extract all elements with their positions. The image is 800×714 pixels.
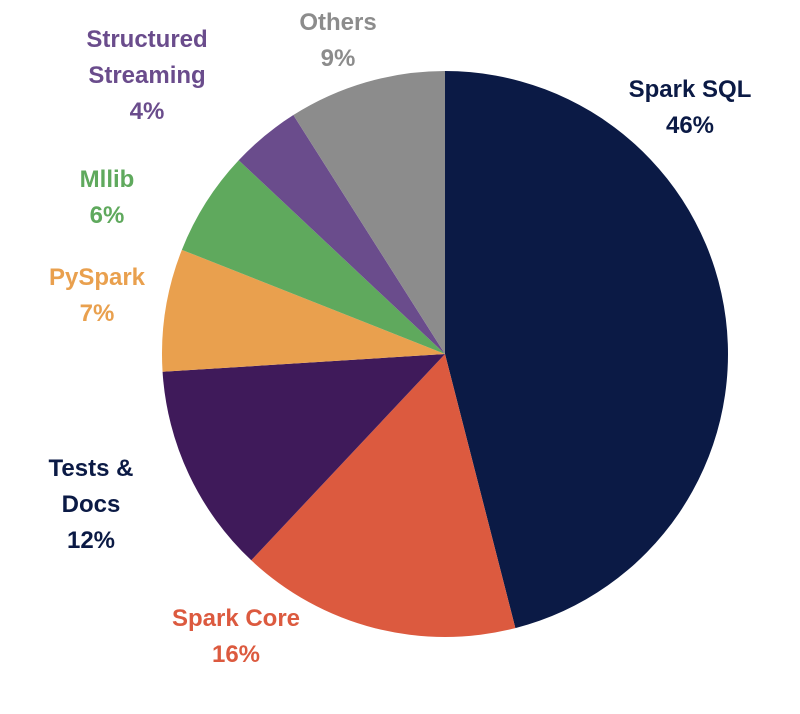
pie-slice-pyspark xyxy=(162,249,446,372)
slice-value-spark-core: 16% xyxy=(212,641,260,668)
pie-slice-others xyxy=(293,71,445,354)
pie-slice-spark-core xyxy=(251,354,516,637)
slice-label-structured-streaming: Structured Streaming 4% xyxy=(86,26,207,125)
pie-slice-mllib xyxy=(181,160,445,354)
slice-label-spark-core: Spark Core 16% xyxy=(172,605,300,668)
slice-value-pyspark: 7% xyxy=(80,300,115,327)
slice-label-mllib: Mllib 6% xyxy=(80,166,135,229)
slice-label-tests-and-docs: Tests & Docs 12% xyxy=(49,455,134,554)
pie-slice-tests-and-docs xyxy=(162,354,445,561)
slice-name-line: Spark SQL xyxy=(629,76,752,103)
slice-name-line: Tests & xyxy=(49,455,134,482)
slice-value-others: 9% xyxy=(321,45,356,72)
slice-label-others: Others 9% xyxy=(299,9,376,72)
slice-name-line: Spark Core xyxy=(172,605,300,632)
slice-name-line: Streaming xyxy=(88,62,205,89)
pie-slice-spark-sql xyxy=(445,71,728,629)
slice-value-tests-and-docs: 12% xyxy=(67,527,115,554)
slice-label-spark-sql: Spark SQL 46% xyxy=(629,76,752,139)
slice-name-line: PySpark xyxy=(49,264,146,291)
pie-labels: Spark SQL 46% Spark Core 16% Tests & Docs 12% P… xyxy=(49,9,752,668)
slice-value-structured-streaming: 4% xyxy=(130,98,165,125)
slice-label-pyspark: PySpark 7% xyxy=(49,264,146,327)
slice-value-spark-sql: 46% xyxy=(666,112,714,139)
pie-slices xyxy=(162,71,728,637)
slice-name-line: Docs xyxy=(62,491,121,518)
slice-name-line: Others xyxy=(299,9,376,36)
slice-value-mllib: 6% xyxy=(90,202,125,229)
pie-slice-structured-streaming xyxy=(238,115,445,354)
slice-name-line: Structured xyxy=(86,26,207,53)
slice-name-line: Mllib xyxy=(80,166,135,193)
